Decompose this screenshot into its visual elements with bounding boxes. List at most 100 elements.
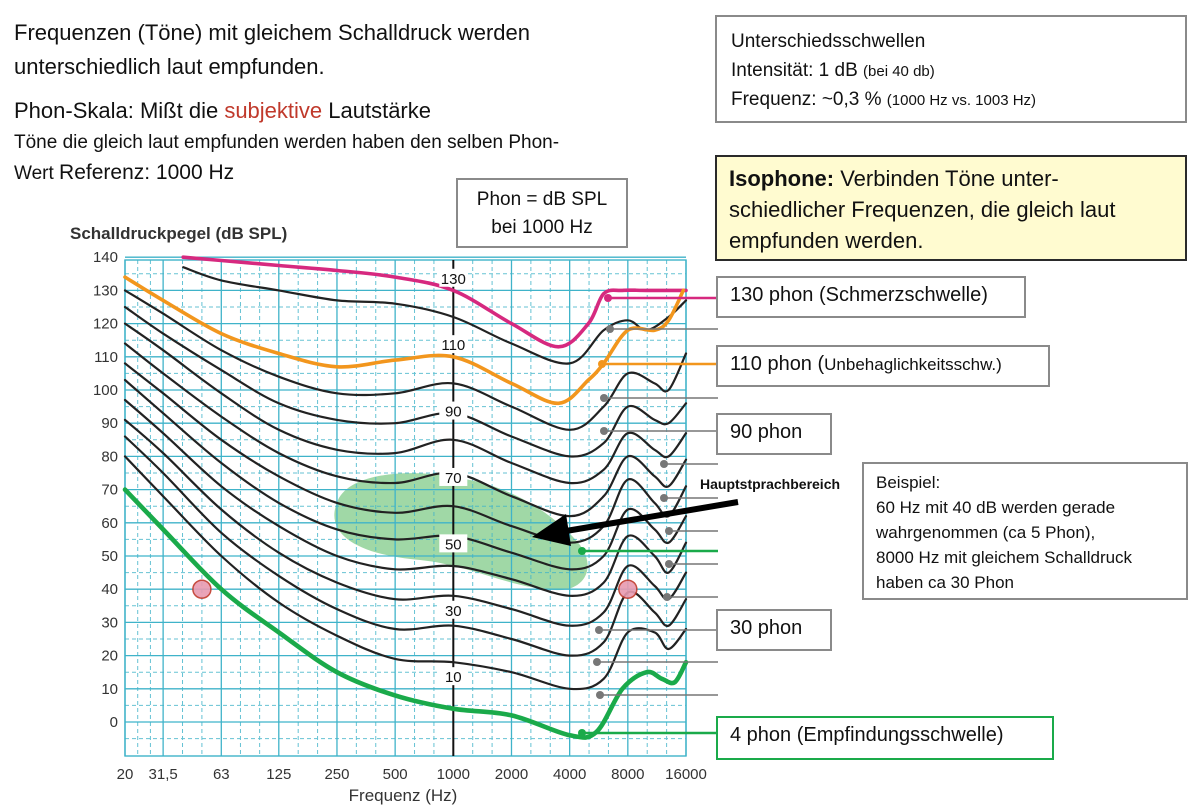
callout-30-phon: 30 phon bbox=[716, 609, 832, 651]
x-tick-label: 8000 bbox=[611, 766, 644, 783]
y-tick-label: 30 bbox=[101, 614, 118, 631]
y-tick-label: 60 bbox=[101, 515, 118, 532]
curve-label: 50 bbox=[445, 536, 462, 553]
phon-highlight: subjektive bbox=[224, 98, 323, 123]
x-tick-label: 1000 bbox=[437, 766, 470, 783]
x-tick-label: 2000 bbox=[495, 766, 528, 783]
callout-130-phon: 130 phon (Schmerzschwelle) bbox=[716, 276, 1026, 318]
example-line-3: wahrgenommen (ca 5 Phon), bbox=[876, 523, 1096, 542]
callout-110-main: 110 phon ( bbox=[730, 353, 825, 375]
isophone-curve-80 bbox=[123, 322, 688, 485]
intensity-note: (bei 40 db) bbox=[863, 63, 935, 80]
callout-110-note: Unbehaglichkeitsschw.) bbox=[824, 355, 1002, 374]
y-tick-label: 90 bbox=[101, 415, 118, 432]
speech-arrow-head bbox=[532, 514, 571, 546]
isophone-curve-60 bbox=[123, 362, 688, 544]
phon-scale-line: Phon-Skala: Mißt die subjektive Lautstär… bbox=[14, 96, 431, 126]
example-marker bbox=[192, 579, 212, 599]
frequency-value: Frequenz: ~0,3 % bbox=[731, 89, 882, 110]
explain-wert: Wert bbox=[14, 163, 60, 184]
curve-label: 10 bbox=[445, 669, 462, 686]
isophone-text-1: Verbinden Töne unter- bbox=[834, 166, 1059, 191]
leader-dot bbox=[598, 360, 606, 368]
isophone-curve-10 bbox=[123, 455, 688, 691]
leader-dot bbox=[600, 427, 608, 435]
curve-label: 90 bbox=[445, 404, 462, 421]
curve-label-bg bbox=[439, 401, 468, 420]
isophone-line-1: Isophone: Verbinden Töne unter- bbox=[729, 163, 1173, 194]
phon-suffix: Lautstärke bbox=[322, 98, 431, 123]
curve-label: 30 bbox=[445, 603, 462, 620]
explain-reference: Referenz: 1000 Hz bbox=[59, 161, 235, 184]
curve-label-bg bbox=[439, 268, 468, 287]
leader-dot bbox=[595, 626, 603, 634]
callout-90-phon: 90 phon bbox=[716, 413, 832, 455]
intensity-value: Intensität: 1 dB bbox=[731, 60, 858, 81]
x-tick-label: 16000 bbox=[665, 766, 707, 783]
y-tick-label: 80 bbox=[101, 448, 118, 465]
x-tick-label: 63 bbox=[213, 766, 230, 783]
isophone-curve-50 bbox=[123, 378, 688, 571]
y-axis-title: Schalldruckpegel (dB SPL) bbox=[70, 224, 287, 243]
phon-prefix: Phon-Skala: Mißt die bbox=[14, 98, 225, 123]
isophone-curve-90 bbox=[123, 305, 688, 458]
x-tick-label: 31,5 bbox=[149, 766, 178, 783]
curve-label-bg bbox=[439, 600, 468, 619]
y-tick-label: 140 bbox=[93, 249, 118, 266]
example-line-2: 60 Hz mit 40 dB werden gerade bbox=[876, 498, 1116, 517]
phon-definition-line-1: Phon = dB SPL bbox=[476, 189, 608, 210]
leader-dot bbox=[604, 294, 612, 302]
leader-dot bbox=[665, 527, 673, 535]
isophone-curve-70 bbox=[123, 342, 688, 518]
leader-dot bbox=[665, 560, 673, 568]
example-box: Beispiel: 60 Hz mit 40 dB werden gerade … bbox=[862, 462, 1188, 600]
x-tick-label: 500 bbox=[383, 766, 408, 783]
leader-dot bbox=[663, 593, 671, 601]
speech-area-label: Hauptstprachbereich bbox=[700, 476, 840, 492]
thresholds-box: Unterschiedsschwellen Intensität: 1 dB (… bbox=[715, 15, 1187, 123]
curve-label: 130 bbox=[441, 271, 466, 288]
explain-line-1: Töne die gleich laut empfunden werden ha… bbox=[14, 132, 560, 153]
y-tick-label: 120 bbox=[93, 316, 118, 333]
thresholds-intensity: Intensität: 1 dB (bei 40 db) bbox=[731, 57, 1171, 86]
isophone-curve-4 bbox=[122, 487, 689, 740]
leader-dot bbox=[606, 325, 614, 333]
x-tick-label: 125 bbox=[266, 766, 291, 783]
intro-line-2: unterschiedlich laut empfunden. bbox=[14, 54, 325, 79]
y-tick-label: 0 bbox=[110, 714, 118, 731]
x-tick-label: 20 bbox=[117, 766, 134, 783]
curve-label-bg bbox=[439, 667, 468, 686]
curve-label-bg bbox=[439, 534, 468, 553]
leader-dot bbox=[660, 494, 668, 502]
example-marker bbox=[618, 579, 638, 599]
isophone-curve-20 bbox=[123, 435, 688, 657]
y-tick-label: 70 bbox=[101, 482, 118, 499]
thresholds-frequency: Frequenz: ~0,3 % (1000 Hz vs. 1003 Hz) bbox=[731, 86, 1171, 115]
isophone-box: Isophone: Verbinden Töne unter- schiedli… bbox=[715, 155, 1187, 261]
thresholds-title: Unterschiedsschwellen bbox=[731, 31, 926, 52]
phon-definition-box: Phon = dB SPL bei 1000 Hz bbox=[456, 178, 628, 248]
leader-dot bbox=[578, 729, 586, 737]
isophone-line-2: schiedlicher Frequenzen, die gleich laut bbox=[729, 197, 1116, 222]
y-tick-label: 20 bbox=[101, 648, 118, 665]
example-line-5: haben ca 30 Phon bbox=[876, 573, 1015, 592]
isophone-curve-100 bbox=[123, 289, 688, 431]
leader-dot bbox=[578, 547, 586, 555]
x-tick-label: 250 bbox=[324, 766, 349, 783]
y-tick-label: 40 bbox=[101, 581, 118, 598]
curve-label-bg bbox=[439, 335, 468, 354]
y-tick-label: 100 bbox=[93, 382, 118, 399]
leader-dot bbox=[593, 658, 601, 666]
isophone-bold: Isophone: bbox=[729, 166, 835, 191]
explain-line-2: Wert Referenz: 1000 Hz bbox=[14, 160, 234, 187]
y-tick-label: 50 bbox=[101, 548, 118, 565]
curve-label-bg bbox=[439, 467, 468, 486]
phon-definition-line-2: bei 1000 Hz bbox=[491, 217, 593, 238]
callout-110-phon: 110 phon (Unbehaglichkeitsschw.) bbox=[716, 345, 1050, 387]
y-tick-label: 110 bbox=[94, 349, 118, 366]
isophone-curve-40 bbox=[123, 398, 688, 597]
example-line-1: Beispiel: bbox=[876, 473, 941, 492]
curve-label: 70 bbox=[445, 470, 462, 487]
callout-4-phon: 4 phon (Empfindungsschwelle) bbox=[716, 716, 1054, 760]
